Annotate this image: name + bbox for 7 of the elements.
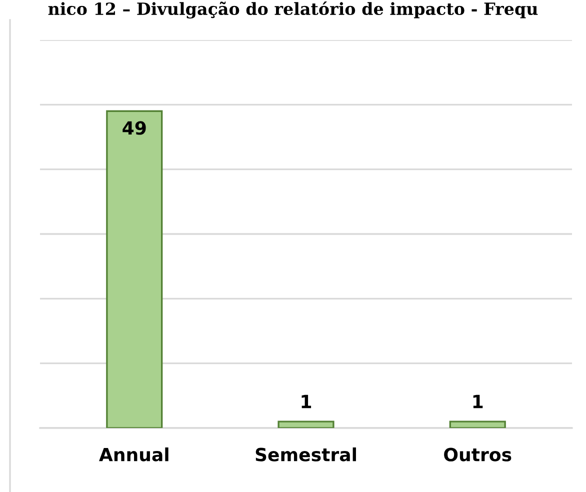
- data-label: 1: [302, 394, 312, 408]
- chart-title: nico 12 – Divulgação do relatório de impacto - Frequ: [48, 1, 538, 19]
- x-tick-label: Outros: [444, 448, 512, 462]
- data-label: 1: [473, 394, 483, 408]
- data-label: 49: [122, 121, 146, 135]
- x-tick-label: Annual: [99, 447, 168, 462]
- x-tick-label: Semestral: [256, 447, 356, 462]
